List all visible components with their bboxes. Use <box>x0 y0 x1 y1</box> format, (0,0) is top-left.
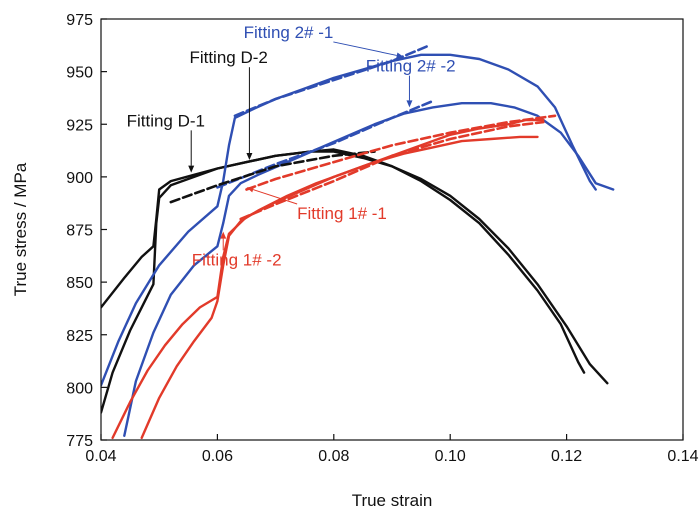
annotation-label: Fitting 2# -1 <box>244 23 334 42</box>
curves-layer <box>101 45 615 440</box>
x-tick-label: 0.14 <box>667 448 698 465</box>
annotation-label: Fitting D-2 <box>189 48 267 67</box>
annotation-label: Fitting D-1 <box>127 111 205 130</box>
annotation-arrowhead <box>220 231 227 239</box>
annotation-arrow <box>252 189 298 205</box>
y-tick-label: 975 <box>66 12 93 29</box>
annotation-arrowhead <box>246 153 253 161</box>
y-tick-label: 900 <box>66 170 93 187</box>
x-tick-label: 0.10 <box>435 448 466 465</box>
series-line-9 <box>111 118 545 440</box>
y-tick-label: 825 <box>66 328 93 345</box>
annotation-label: Fitting 1# -2 <box>192 250 282 269</box>
series-line-10 <box>245 114 557 191</box>
annotation-arrowhead <box>406 100 413 108</box>
x-tick-label: 0.06 <box>202 448 233 465</box>
y-axis-title: True stress / MPa <box>11 162 30 296</box>
y-tick-label: 950 <box>66 65 93 82</box>
x-tick-label: 0.04 <box>85 448 116 465</box>
x-tick-label: 0.08 <box>318 448 349 465</box>
series-line-2 <box>101 148 586 414</box>
series-line-8 <box>140 135 539 440</box>
series-line-3 <box>101 53 597 387</box>
series-line-1 <box>101 150 609 385</box>
series-line-11 <box>239 120 545 221</box>
annotation-arrow <box>333 41 397 56</box>
y-tick-label: 775 <box>66 433 93 450</box>
x-axis-title: True strain <box>352 491 433 510</box>
ticks-layer: 0.04 0.06 0.08 0.10 0.12 0.14 775 800 825 850 875 9… <box>66 12 698 465</box>
y-tick-label: 875 <box>66 223 93 240</box>
annotations-layer: Fitting 2# -1 Fitting 2# -2 Fitting D-2 Fit… <box>127 23 456 269</box>
series-line-5 <box>233 45 429 118</box>
annotation-arrowhead <box>246 186 255 193</box>
annotation-arrowhead <box>188 165 195 173</box>
y-tick-label: 850 <box>66 275 93 292</box>
annotation-arrowhead <box>396 52 404 59</box>
y-tick-label: 800 <box>66 380 93 397</box>
annotation-label: Fitting 2# -2 <box>366 57 456 76</box>
y-tick-label: 925 <box>66 117 93 134</box>
plot-frame <box>100 18 684 441</box>
annotation-label: Fitting 1# -1 <box>297 204 387 223</box>
series-line-7 <box>169 150 376 204</box>
x-tick-label: 0.12 <box>551 448 582 465</box>
